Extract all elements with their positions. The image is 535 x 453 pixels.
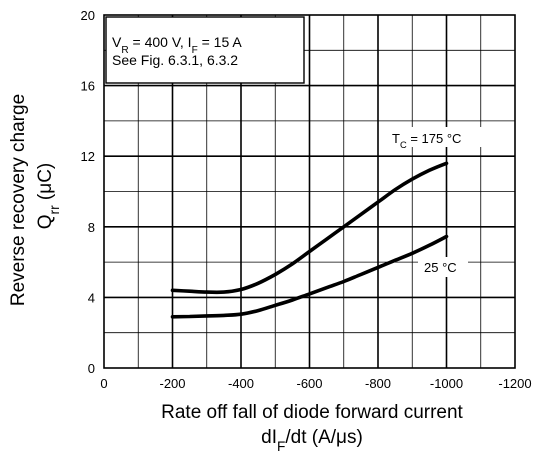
series-line-tc-175c (170, 161, 449, 295)
axis-ticks: 0 -200 -400 -600 -800 -1000 -1200 0 4 8 12 16 20 (81, 8, 532, 391)
y-axis-unit: Qrr (μC) (35, 163, 62, 230)
series-label-tc-175c: TC = 175 °C (392, 131, 461, 150)
x-axis-title: Rate off fall of diode forward current (161, 402, 463, 423)
x-tick-label: 0 (100, 376, 107, 391)
series-line-25c (170, 234, 449, 319)
x-tick-label: -1200 (498, 376, 531, 391)
y-tick-label: 0 (88, 361, 95, 376)
y-tick-label: 8 (88, 220, 95, 235)
series-group (170, 161, 449, 319)
note-reference: See Fig. 6.3.1, 6.3.2 (112, 52, 238, 68)
note-conditions: VR = 400 V, IF = 15 A (112, 34, 242, 56)
x-tick-label: -400 (228, 376, 254, 391)
y-tick-label: 16 (81, 79, 95, 94)
label-bg (418, 257, 468, 277)
y-tick-label: 4 (88, 290, 95, 305)
y-tick-label: 12 (81, 149, 95, 164)
x-tick-label: -200 (159, 376, 185, 391)
note-box-frame (105, 16, 305, 84)
x-tick-label: -1000 (430, 376, 463, 391)
label-bg (382, 127, 490, 147)
x-tick-label: -800 (365, 376, 391, 391)
y-tick-label: 20 (81, 8, 95, 23)
y-axis-title: Reverse recovery charge (8, 94, 29, 306)
x-tick-label: -600 (296, 376, 322, 391)
plot-frame (103, 14, 516, 369)
series-label-25c: 25 °C (424, 260, 457, 275)
x-axis-unit: dIF/dt (A/μs) (261, 427, 363, 453)
curve-labels: TC = 175 °C 25 °C (382, 127, 490, 277)
